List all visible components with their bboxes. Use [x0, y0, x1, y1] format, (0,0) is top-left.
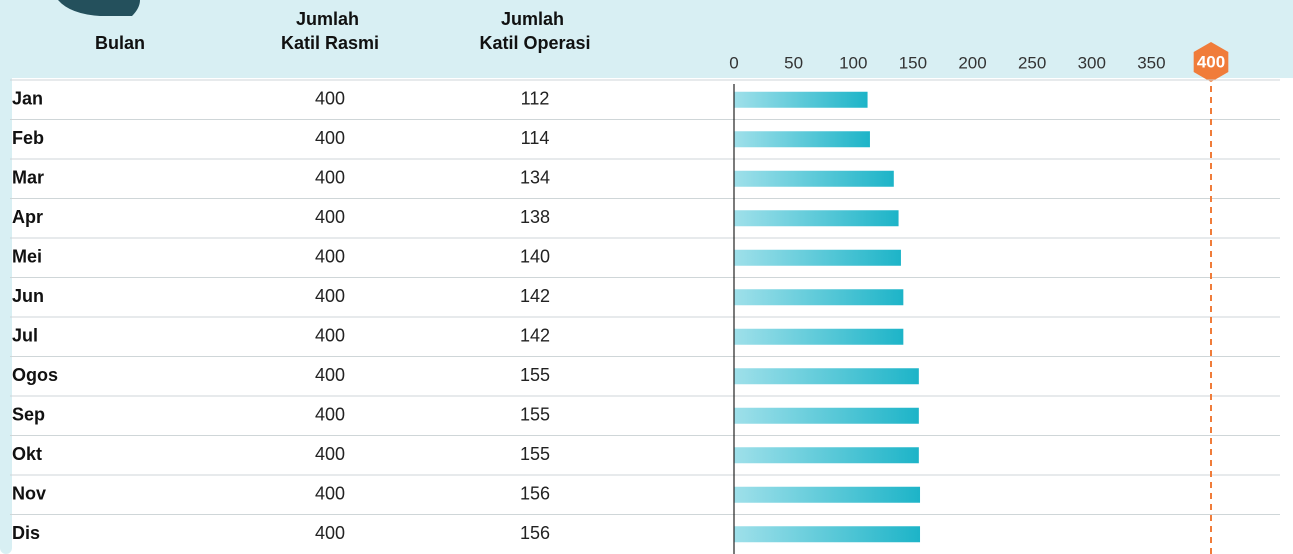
x-tick-label: 200 [958, 53, 986, 72]
cell-value: 400 [315, 168, 345, 188]
bar [734, 447, 919, 464]
bar [734, 249, 901, 266]
bar [734, 289, 904, 306]
category-label: Mei [12, 247, 42, 267]
cell-value: 142 [520, 326, 550, 346]
cell-value: 156 [520, 523, 550, 543]
cell-value: 112 [521, 89, 550, 109]
cell-value: 142 [520, 286, 550, 306]
category-label: Nov [12, 484, 46, 504]
column-header: Jumlah Katil Operasi [479, 9, 590, 53]
x-tick-label: 300 [1078, 53, 1106, 72]
x-tick-label: 400 [1197, 52, 1225, 71]
category-label: Jun [12, 286, 44, 306]
column-header: Jumlah Katil Rasmi [281, 9, 379, 53]
icon [58, 0, 140, 16]
cell-value: 400 [315, 365, 345, 385]
cell-value: 155 [520, 405, 550, 425]
tick-badge [1193, 42, 1229, 82]
header-band [0, 0, 1293, 78]
cell-value: 400 [315, 89, 345, 109]
bar [734, 526, 921, 543]
cell-value: 400 [315, 286, 345, 306]
x-tick-label: 350 [1137, 53, 1165, 72]
category-label: Jan [12, 89, 43, 109]
cell-value: 400 [315, 247, 345, 267]
cell-value: 400 [315, 326, 345, 346]
category-label: Jul [12, 326, 38, 346]
cell-value: 140 [520, 247, 550, 267]
bar [734, 170, 894, 187]
cell-value: 155 [520, 444, 550, 464]
cell-value: 114 [521, 128, 550, 148]
cell-value: 400 [315, 207, 345, 227]
category-label: Okt [12, 444, 42, 464]
bar [734, 486, 921, 503]
bar [734, 407, 919, 424]
header-category: Bulan [95, 33, 145, 53]
bar [734, 131, 870, 148]
cell-value: 400 [315, 405, 345, 425]
x-tick-label: 100 [839, 53, 867, 72]
bar [734, 210, 899, 227]
x-tick-label: 150 [899, 53, 927, 72]
cell-value: 155 [520, 365, 550, 385]
cell-value: 400 [315, 523, 345, 543]
cell-value: 400 [315, 128, 345, 148]
cell-value: 400 [315, 444, 345, 464]
x-tick-label: 250 [1018, 53, 1046, 72]
bar [734, 91, 868, 108]
left-strip [0, 60, 12, 554]
x-tick-label: 50 [784, 53, 803, 72]
category-label: Mar [12, 168, 44, 188]
cell-value: 400 [315, 484, 345, 504]
category-label: Dis [12, 523, 40, 543]
bar [734, 328, 904, 345]
cell-value: 134 [520, 168, 550, 188]
category-label: Feb [12, 128, 44, 148]
cell-value: 138 [520, 207, 550, 227]
category-label: Apr [12, 207, 43, 227]
category-label: Ogos [12, 365, 58, 385]
category-label: Sep [12, 405, 45, 425]
x-tick-label: 0 [729, 53, 738, 72]
cell-value: 156 [520, 484, 550, 504]
bar [734, 368, 919, 385]
